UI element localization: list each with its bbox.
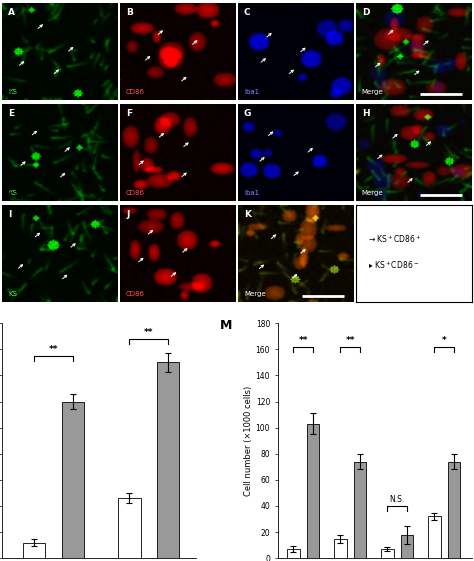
Text: E: E <box>8 109 14 118</box>
Text: ▸ KS$^+$CD86$^-$: ▸ KS$^+$CD86$^-$ <box>368 259 419 271</box>
Text: F: F <box>126 109 132 118</box>
Bar <box>23 542 46 558</box>
Bar <box>354 462 366 558</box>
Text: B: B <box>126 8 133 17</box>
Text: Merge: Merge <box>362 89 383 95</box>
Text: N.S.: N.S. <box>390 495 405 504</box>
Text: CD86: CD86 <box>126 291 145 297</box>
Text: K: K <box>244 210 251 219</box>
Text: M: M <box>219 319 232 332</box>
Text: **: ** <box>49 345 58 354</box>
Text: J: J <box>126 210 129 219</box>
Text: *: * <box>442 336 447 345</box>
Text: Iba1: Iba1 <box>244 190 259 196</box>
Text: KS: KS <box>8 291 17 297</box>
Text: C: C <box>244 8 251 17</box>
Text: 24 wk: 24 wk <box>2 192 27 201</box>
Bar <box>401 535 413 558</box>
Bar <box>307 424 319 558</box>
Bar <box>157 362 179 558</box>
Text: I: I <box>8 210 11 219</box>
Bar <box>118 498 141 558</box>
Text: **: ** <box>346 336 355 345</box>
Text: A: A <box>8 8 15 17</box>
Text: Merge: Merge <box>362 190 383 196</box>
Text: → KS$^+$CD86$^+$: → KS$^+$CD86$^+$ <box>368 233 421 245</box>
Text: Merge: Merge <box>244 291 265 297</box>
Text: Iba1: Iba1 <box>244 89 259 95</box>
Text: 18 wk: 18 wk <box>2 91 27 100</box>
Bar <box>428 517 441 558</box>
Text: KS: KS <box>8 89 17 95</box>
Text: **: ** <box>144 328 154 337</box>
Bar <box>448 462 460 558</box>
Text: D: D <box>362 8 369 17</box>
Text: CD86: CD86 <box>126 190 145 196</box>
Y-axis label: Cell number (×1000 cells): Cell number (×1000 cells) <box>244 385 253 496</box>
Text: G: G <box>244 109 251 118</box>
Bar <box>62 402 84 558</box>
Text: KS: KS <box>8 190 17 196</box>
Text: CD86: CD86 <box>126 89 145 95</box>
Text: **: ** <box>299 336 308 345</box>
Bar <box>381 549 394 558</box>
Bar <box>334 539 346 558</box>
Bar <box>287 549 300 558</box>
Text: H: H <box>362 109 369 118</box>
